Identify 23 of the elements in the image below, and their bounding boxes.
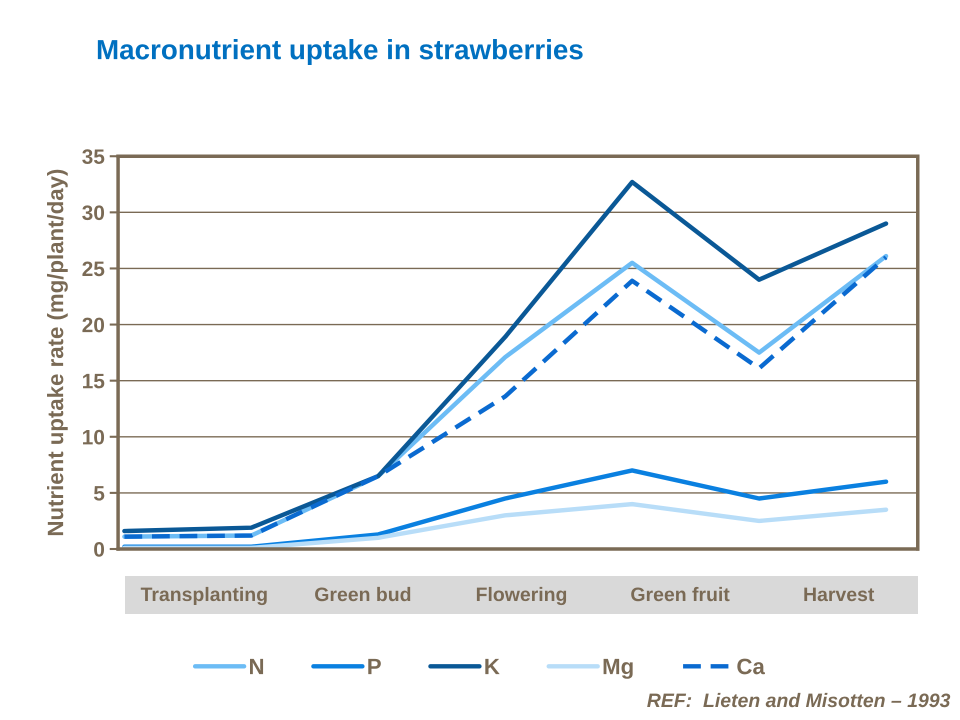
y-tick-label: 5	[94, 486, 104, 501]
legend-label: K	[485, 658, 500, 674]
text: Flowering	[476, 586, 566, 606]
text: Transplanting	[140, 586, 267, 606]
y-tick-label: 25	[82, 261, 104, 276]
text: REF: Lieten and Misotten – 1993	[647, 692, 950, 708]
y-tick-label: 20	[82, 318, 104, 332]
y-tick-label: 0	[94, 542, 104, 557]
line-series	[122, 502, 888, 549]
text: Harvest	[804, 588, 874, 602]
legend-label: Mg	[604, 658, 633, 679]
line-series	[122, 180, 888, 534]
text: Green fruit	[631, 586, 730, 602]
legend-label: P	[368, 658, 381, 674]
y-tick-label: 15	[83, 374, 104, 388]
legend-label: N	[250, 658, 264, 674]
y-tick-label: 30	[82, 205, 104, 220]
y-axis-title: Nutrient uptake rate (mg/plant/day)	[47, 170, 68, 536]
legend-label: Ca	[737, 658, 765, 674]
y-tick-label: 10	[83, 430, 104, 445]
y-tick-label: 35	[82, 149, 104, 164]
chart-title: Macronutrient uptake in strawberries	[98, 39, 583, 65]
text: Green bud	[315, 586, 410, 602]
